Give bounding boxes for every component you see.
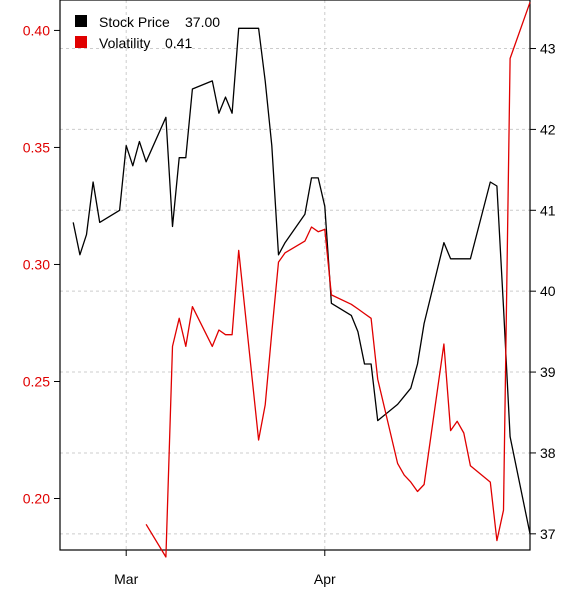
left-tick-label: 0.30 xyxy=(23,256,50,272)
right-tick-label: 40 xyxy=(540,283,556,299)
series-line-volatility xyxy=(145,2,531,558)
left-tick-label: 0.25 xyxy=(23,373,50,389)
legend-label-volatility: Volatility xyxy=(99,35,150,51)
left-tick-label: 0.40 xyxy=(23,22,50,38)
x-tick-label: Apr xyxy=(314,571,336,587)
legend-swatch-volatility xyxy=(75,36,87,48)
legend-swatch-price xyxy=(75,15,87,27)
right-tick-label: 41 xyxy=(540,202,556,218)
right-tick-label: 43 xyxy=(540,41,556,57)
series-line-stock-price xyxy=(72,27,531,534)
x-axis: Mar Apr xyxy=(114,550,336,587)
legend-value-volatility: 0.41 xyxy=(165,35,192,51)
plot-frame xyxy=(59,0,531,551)
right-tick-label: 37 xyxy=(540,526,556,542)
right-axis: 37 38 39 40 41 42 43 xyxy=(530,41,556,542)
series-lines xyxy=(72,2,531,558)
legend: Stock Price 37.00 Volatility 0.41 xyxy=(75,14,220,51)
left-axis: 0.20 0.25 0.30 0.35 0.40 xyxy=(23,22,60,507)
legend-value-price: 37.00 xyxy=(185,14,220,30)
legend-label-price: Stock Price xyxy=(99,14,170,30)
right-tick-label: 39 xyxy=(540,364,556,380)
x-tick-label: Mar xyxy=(114,571,138,587)
right-tick-label: 38 xyxy=(540,445,556,461)
grid xyxy=(60,0,530,550)
right-tick-label: 42 xyxy=(540,121,556,137)
left-tick-label: 0.35 xyxy=(23,139,50,155)
left-tick-label: 0.20 xyxy=(23,491,50,507)
